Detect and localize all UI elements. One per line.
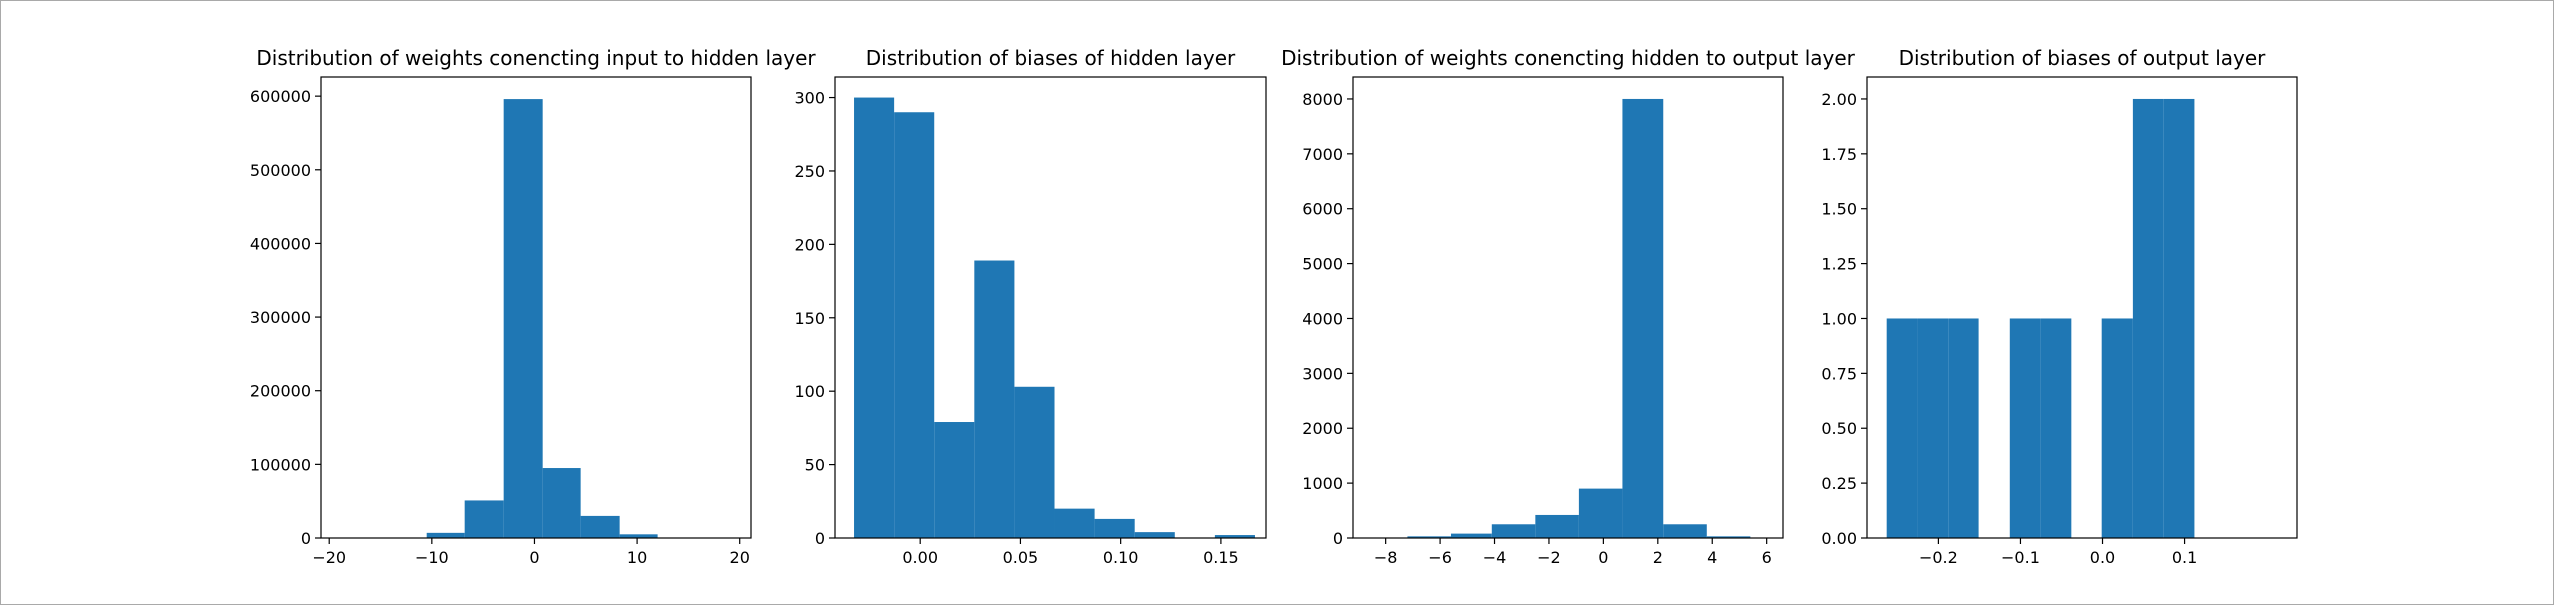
- x-tick-label: −4: [1483, 548, 1507, 567]
- histogram-bar: [1054, 508, 1095, 538]
- y-tick-label: 6000: [1302, 200, 1343, 219]
- x-tick-label: 2: [1653, 548, 1663, 567]
- histogram-bar: [1407, 536, 1451, 538]
- x-tick-label: 0.1: [2172, 548, 2197, 567]
- y-tick-label: 250: [794, 162, 825, 181]
- y-tick-label: 0.50: [1821, 419, 1857, 438]
- histogram-bar: [934, 422, 975, 538]
- histogram-bar: [1706, 536, 1751, 538]
- x-tick-label: 0.00: [902, 548, 938, 567]
- y-tick-label: 0.75: [1821, 364, 1857, 383]
- y-tick-label: 0.25: [1821, 474, 1857, 493]
- histogram-bar: [1948, 318, 1979, 538]
- histogram-bar: [2009, 318, 2041, 538]
- histogram-bar: [619, 534, 658, 538]
- y-tick-label: 50: [805, 456, 825, 475]
- axes-frame: [834, 76, 1267, 539]
- chart-title: Distribution of biases of output layer: [1899, 46, 2267, 70]
- histogram-bar: [580, 515, 620, 538]
- y-tick-label: 0: [815, 529, 825, 548]
- y-tick-label: 7000: [1302, 145, 1343, 164]
- y-tick-label: 3000: [1302, 364, 1343, 383]
- y-tick-label: 200000: [250, 382, 311, 401]
- histogram-bar: [2132, 98, 2164, 538]
- x-tick-label: 6: [1762, 548, 1772, 567]
- chart-title: Distribution of biases of hidden layer: [866, 46, 1236, 70]
- x-tick-label: −20: [312, 548, 346, 567]
- histogram-bar: [2163, 98, 2195, 538]
- histogram-bar: [426, 532, 465, 538]
- histogram-bar: [1094, 518, 1135, 538]
- x-tick-label: 0.10: [1103, 548, 1139, 567]
- histogram-bar: [1134, 532, 1175, 538]
- y-tick-label: 300000: [250, 308, 311, 327]
- subplot-4: −0.2 −0.1 0.0 0.1 0.00 0.25 0.50 0.75 1.00 1.25 1.…: [1821, 46, 2298, 567]
- histogram-bar: [1917, 318, 1949, 538]
- x-tick-label: 0.15: [1203, 548, 1239, 567]
- y-tick-label: 0: [301, 529, 311, 548]
- axes-frame: [1866, 76, 2298, 539]
- x-tick-label: 0: [1598, 548, 1608, 567]
- histogram-bar: [854, 97, 895, 539]
- axes-frame: [320, 76, 752, 539]
- histogram-bar: [1491, 524, 1536, 538]
- x-tick-label: −0.1: [2001, 548, 2040, 567]
- y-tick-label: 2.00: [1821, 90, 1857, 109]
- y-tick-label: 150: [794, 309, 825, 328]
- x-tick-label: 0.0: [2090, 548, 2115, 567]
- y-tick-label: 1000: [1302, 474, 1343, 493]
- histogram-bar: [1014, 386, 1055, 538]
- x-tick-label: −2: [1537, 548, 1561, 567]
- histogram-bar: [974, 260, 1015, 538]
- subplot-2: 0.00 0.05 0.10 0.15 0 50 100 150 200 250 300 Distri…: [794, 46, 1267, 567]
- y-tick-label: 100000: [250, 455, 311, 474]
- y-tick-label: 500000: [250, 161, 311, 180]
- histogram-bar: [542, 468, 581, 538]
- axes-frame: [1352, 76, 1784, 539]
- x-tick-label: −0.2: [1919, 548, 1958, 567]
- y-tick-label: 1.00: [1821, 309, 1857, 328]
- histogram-bar: [1535, 514, 1579, 538]
- histogram-bar: [894, 112, 935, 539]
- x-tick-label: 20: [730, 548, 750, 567]
- y-tick-label: 300: [794, 89, 825, 108]
- y-tick-label: 1.25: [1821, 255, 1857, 274]
- chart-title: Distribution of weights conencting input…: [256, 46, 816, 70]
- x-tick-label: −8: [1374, 548, 1398, 567]
- y-tick-label: 8000: [1302, 90, 1343, 109]
- histogram-bar: [464, 500, 504, 538]
- y-tick-label: 0.00: [1821, 529, 1857, 548]
- x-tick-label: −6: [1428, 548, 1452, 567]
- histogram-bar: [2101, 318, 2133, 538]
- x-tick-label: 4: [1707, 548, 1717, 567]
- x-tick-label: −10: [415, 548, 449, 567]
- chart-title: Distribution of weights conencting hidde…: [1281, 46, 1856, 70]
- histogram-bar: [503, 99, 543, 538]
- x-tick-label: 0.05: [1003, 548, 1039, 567]
- y-tick-label: 1.75: [1821, 145, 1857, 164]
- y-tick-label: 100: [794, 382, 825, 401]
- x-tick-label: 0: [529, 548, 539, 567]
- subplot-1: −20 −10 0 10 20 0 100000 200000 300000 400000 5000…: [250, 46, 816, 567]
- histogram-bar: [1663, 524, 1707, 538]
- y-tick-label: 600000: [250, 87, 311, 106]
- y-tick-label: 0: [1333, 529, 1343, 548]
- y-tick-label: 200: [794, 235, 825, 254]
- histogram-bar: [1450, 533, 1492, 538]
- x-tick-label: 10: [627, 548, 647, 567]
- subplot-3: −8 −6 −4 −2 0 2 4 6 0 1000 2000 3000 4000 5000 6000 700…: [1281, 46, 1856, 567]
- histogram-bar: [1214, 535, 1255, 538]
- y-tick-label: 4000: [1302, 309, 1343, 328]
- y-tick-label: 400000: [250, 234, 311, 253]
- histogram-bar: [1886, 318, 1918, 538]
- histogram-bar: [1622, 98, 1664, 538]
- histogram-bar: [2040, 318, 2072, 538]
- histogram-bar: [1578, 488, 1623, 538]
- y-tick-label: 2000: [1302, 419, 1343, 438]
- y-tick-label: 5000: [1302, 255, 1343, 274]
- y-tick-label: 1.50: [1821, 200, 1857, 219]
